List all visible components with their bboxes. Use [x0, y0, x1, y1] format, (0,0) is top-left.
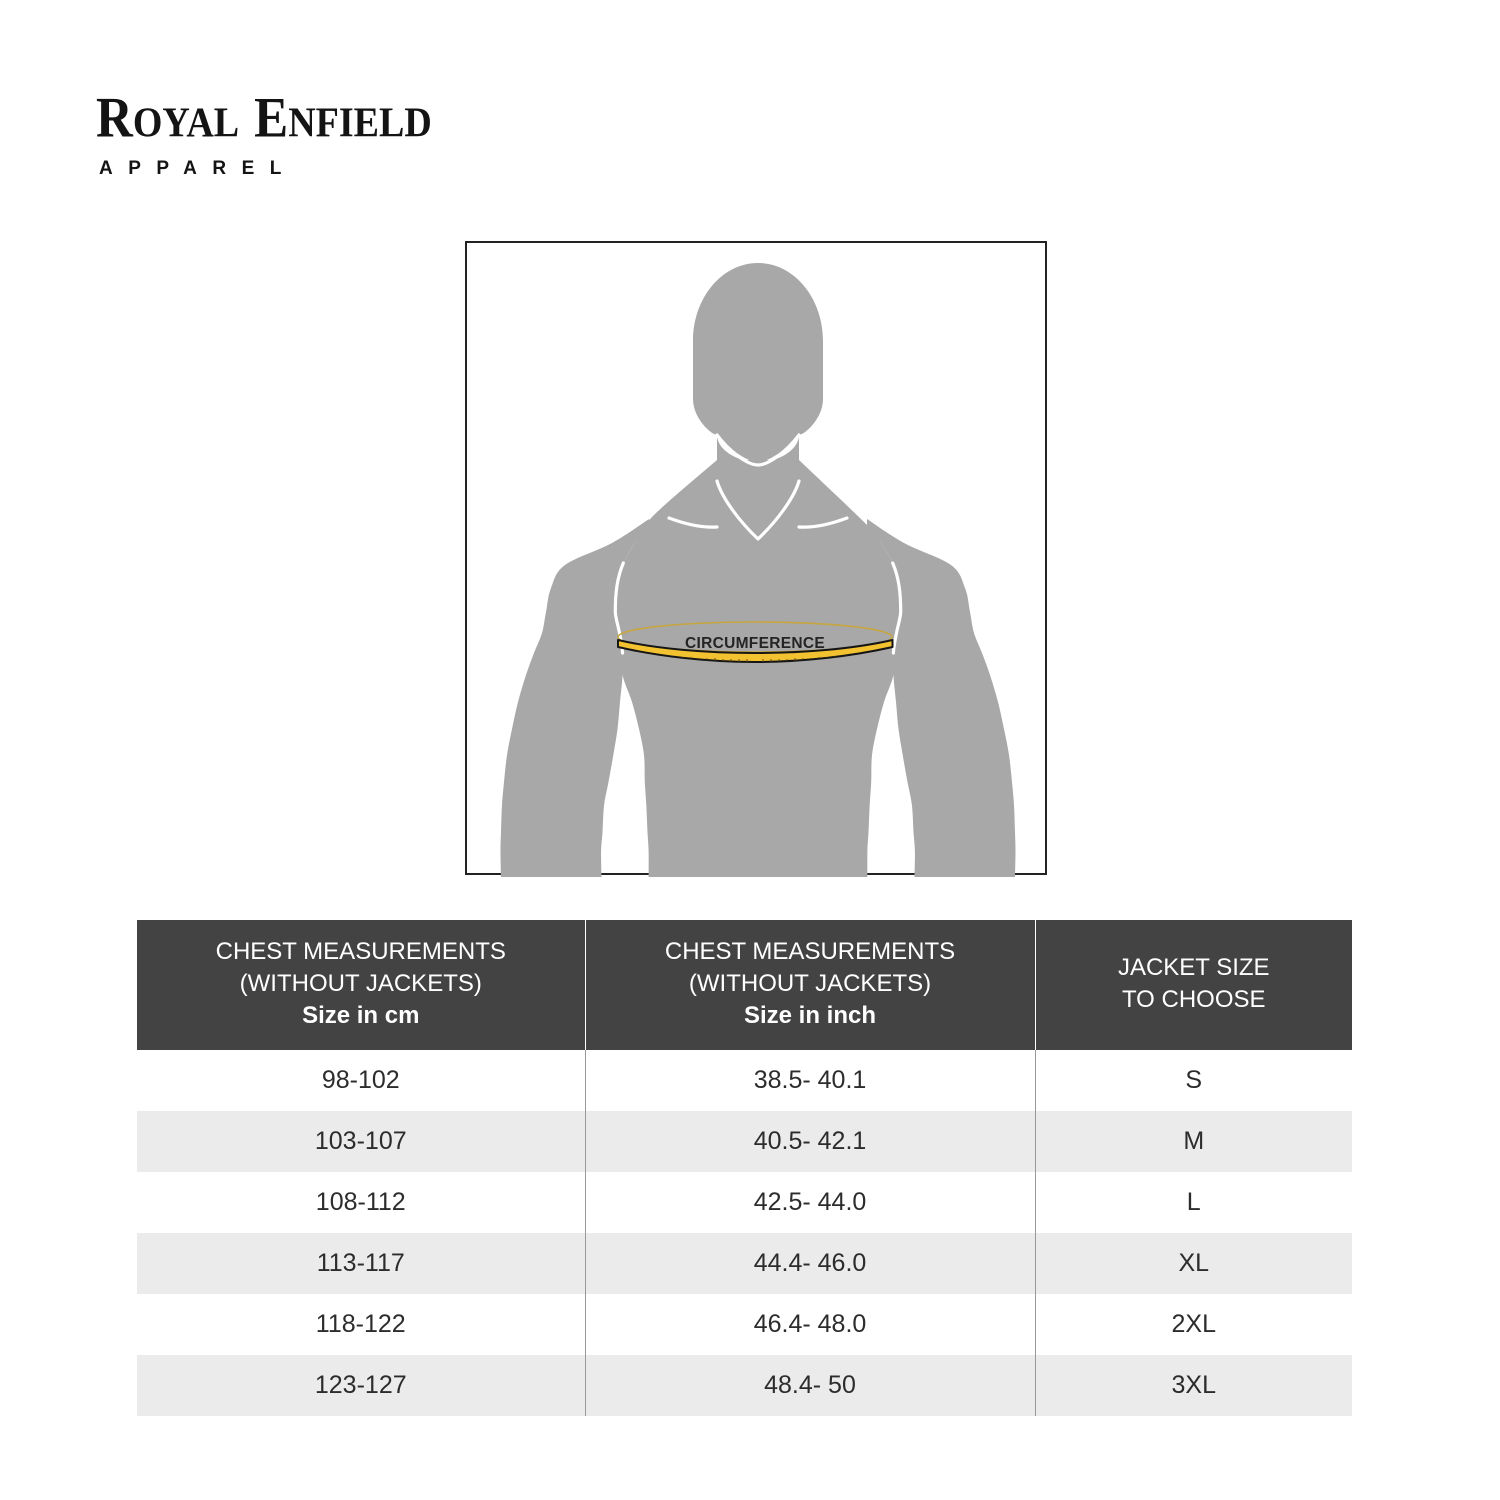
svg-text:CIRCUMFERENCE: CIRCUMFERENCE: [685, 635, 825, 652]
